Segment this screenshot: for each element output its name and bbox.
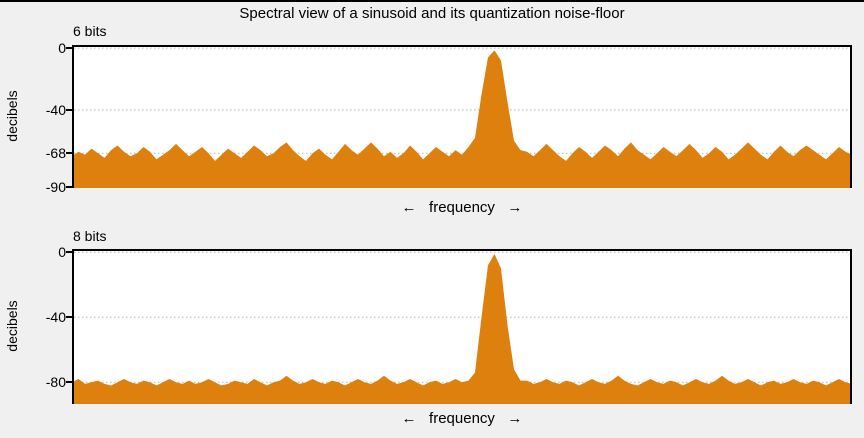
subplot1-ytick-40: -40 [45, 102, 66, 118]
subplot1-ytick-68: -68 [45, 145, 66, 161]
subplot1-ytick-0: 0 [58, 40, 66, 56]
subplot2-ytick-0: 0 [58, 244, 66, 260]
subplot1-ytick-90: -90 [45, 179, 66, 195]
subplot2-y-axis-label: decibels [4, 300, 20, 352]
subplot1-bits-label: 6 bits [73, 23, 107, 39]
subplot2-ytick-40: -40 [45, 309, 66, 325]
subplot2-x-axis-label: ← frequency → [401, 410, 523, 427]
spectrum-plot-6bits [72, 45, 852, 188]
tick-mark [66, 109, 72, 111]
tick-mark [66, 381, 72, 383]
subplot2-bits-label: 8 bits [73, 228, 107, 244]
tick-mark [66, 152, 72, 154]
chart-title: Spectral view of a sinusoid and its quan… [239, 5, 625, 22]
tick-mark [66, 316, 72, 318]
subplot1-x-axis-label: ← frequency → [401, 199, 523, 216]
tick-mark [66, 47, 72, 49]
subplot1-y-axis-label: decibels [4, 90, 20, 142]
spectrum-plot-8bits [72, 249, 852, 404]
subplot2-ytick-80: -80 [45, 374, 66, 390]
tick-mark [66, 251, 72, 253]
tick-mark [66, 186, 72, 188]
